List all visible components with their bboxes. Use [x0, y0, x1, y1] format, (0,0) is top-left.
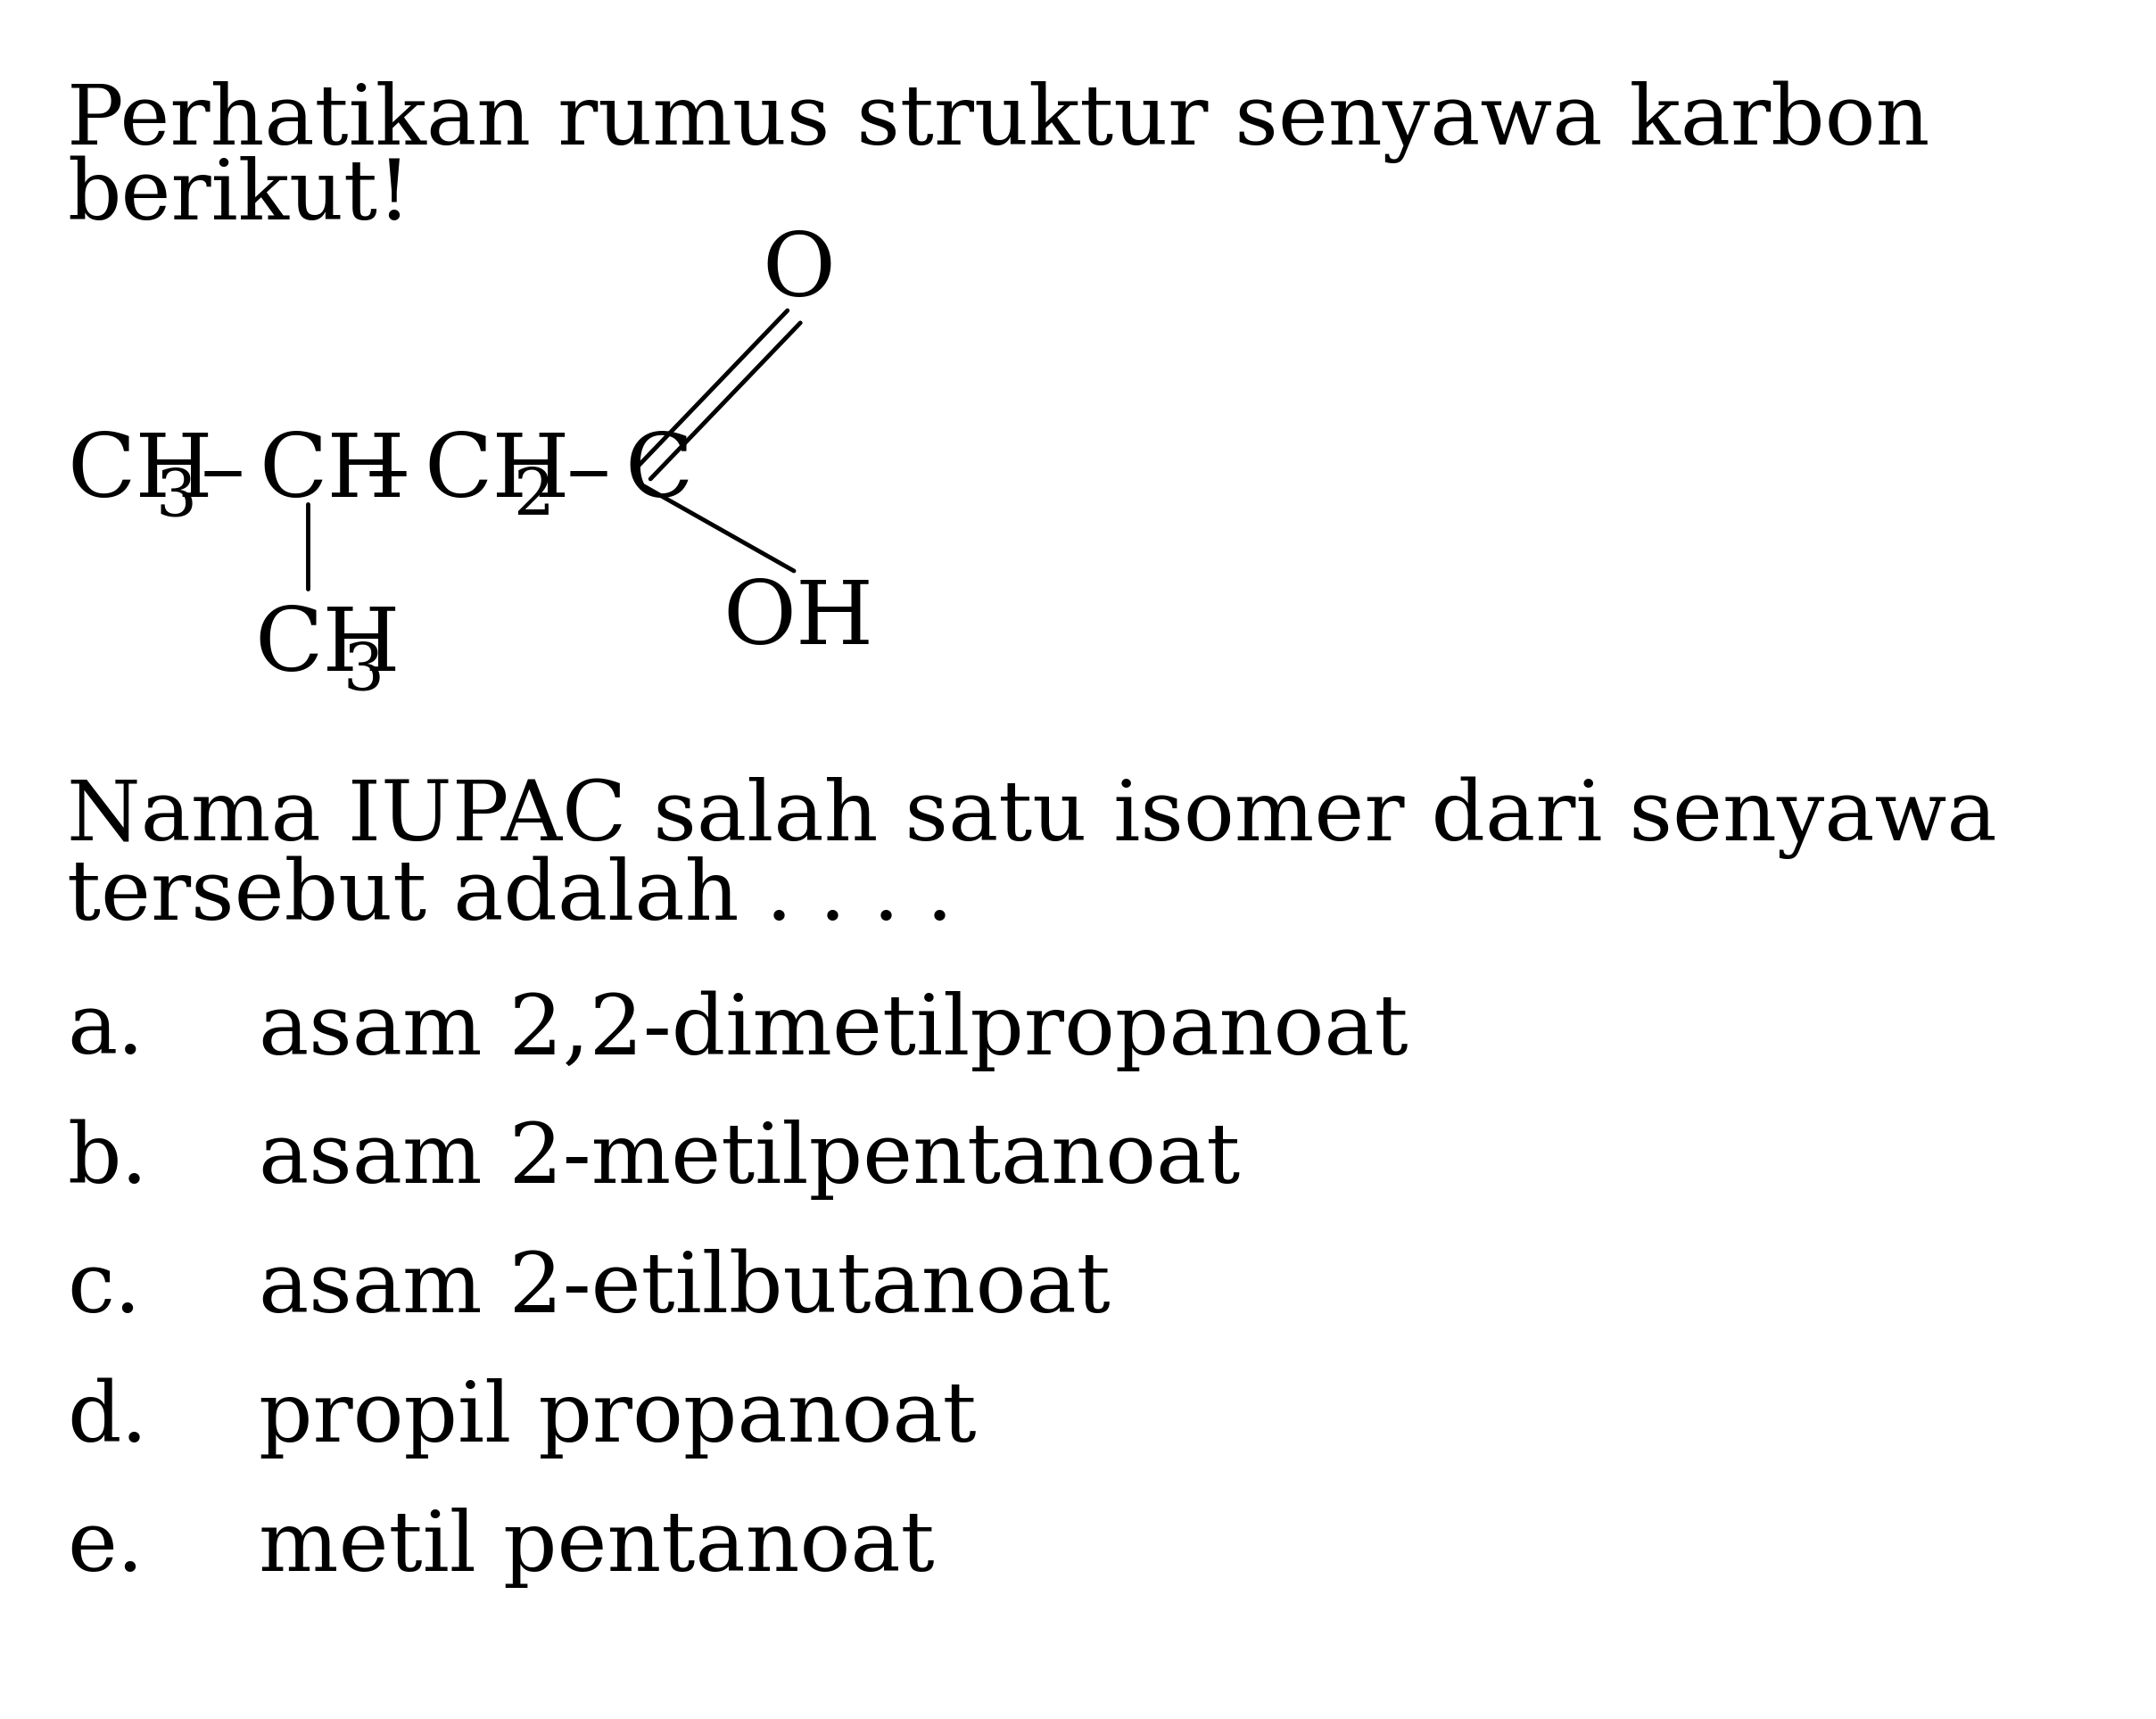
Text: berikut!: berikut!	[67, 156, 412, 237]
Text: propil propanoat: propil propanoat	[259, 1379, 977, 1458]
Text: CH: CH	[425, 430, 569, 516]
Text: c.: c.	[67, 1250, 140, 1329]
Text: –: –	[567, 430, 610, 516]
Text: C: C	[625, 430, 692, 516]
Text: O: O	[761, 229, 834, 315]
Text: metil pentanoat: metil pentanoat	[259, 1508, 934, 1588]
Text: Perhatikan rumus struktur senyawa karbon: Perhatikan rumus struktur senyawa karbon	[67, 81, 1930, 163]
Text: CH: CH	[254, 603, 401, 689]
Text: –: –	[367, 430, 410, 516]
Text: tersebut adalah . . . .: tersebut adalah . . . .	[67, 856, 953, 937]
Text: –: –	[201, 430, 246, 516]
Text: e.: e.	[67, 1508, 144, 1588]
Text: 3: 3	[343, 639, 384, 703]
Text: OH: OH	[722, 578, 873, 664]
Text: asam 2-metilpentanoat: asam 2-metilpentanoat	[259, 1119, 1240, 1200]
Text: asam 2,2-dimetilpropanoat: asam 2,2-dimetilpropanoat	[259, 990, 1408, 1071]
Text: d.: d.	[67, 1379, 147, 1458]
Text: b.: b.	[67, 1119, 147, 1200]
Text: a.: a.	[67, 990, 144, 1071]
Text: asam 2-etilbutanoat: asam 2-etilbutanoat	[259, 1250, 1110, 1329]
Text: CH: CH	[259, 430, 405, 516]
Text: 2: 2	[513, 466, 554, 529]
Text: 3: 3	[155, 466, 196, 529]
Text: Nama IUPAC salah satu isomer dari senyawa: Nama IUPAC salah satu isomer dari senyaw…	[67, 775, 1996, 858]
Text: CH: CH	[67, 430, 213, 516]
